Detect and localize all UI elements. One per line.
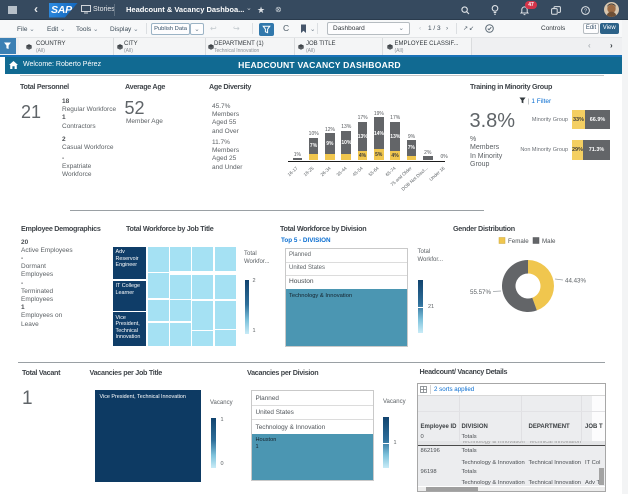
svg-text:Female: Female [508,238,529,245]
svg-text:?: ? [584,8,587,14]
svg-text:55.57%: 55.57% [470,289,491,296]
svg-text:Male: Male [542,238,556,245]
svg-text:44.43%: 44.43% [565,278,586,285]
